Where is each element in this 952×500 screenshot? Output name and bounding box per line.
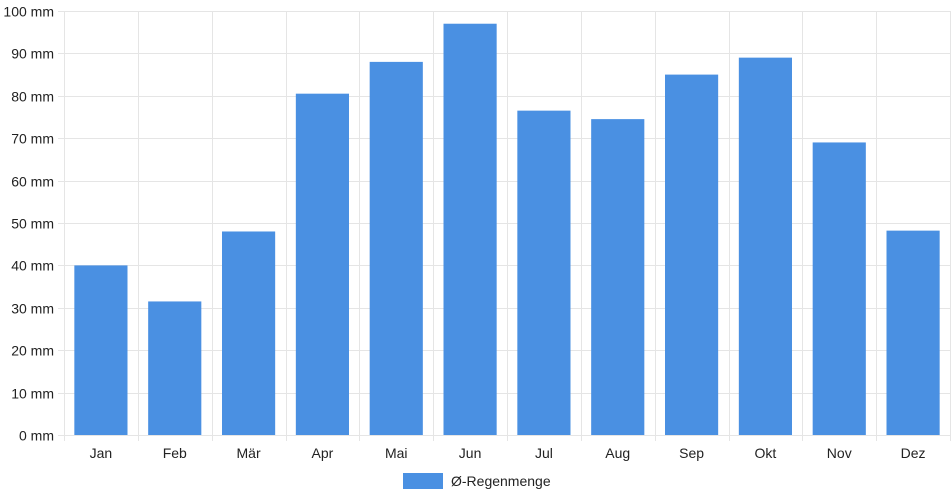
y-tick-label: 70 mm [11, 131, 54, 147]
x-tick-label: Jun [459, 445, 482, 461]
x-tick-label: Mär [237, 445, 261, 461]
y-tick-label: 60 mm [11, 174, 54, 190]
bar [665, 74, 719, 435]
bars [74, 23, 940, 436]
x-tick-label: Sep [679, 445, 704, 461]
x-axis-ticks: Jan Feb Mär Apr Mai Jun Jul Aug Sep Okt Nov Dez [90, 445, 926, 461]
y-tick-label: 0 mm [19, 428, 54, 444]
x-tick-label: Nov [827, 445, 852, 461]
x-tick-label: Aug [605, 445, 630, 461]
bar [591, 119, 645, 436]
legend: Ø-Regenmenge [403, 473, 551, 489]
y-tick-label: 50 mm [11, 216, 54, 232]
bar [517, 110, 571, 435]
bar [812, 142, 866, 435]
x-tick-label: Jan [90, 445, 113, 461]
y-tick-label: 90 mm [11, 46, 54, 62]
y-tick-label: 100 mm [3, 4, 54, 20]
bar [295, 93, 349, 436]
x-tick-label: Okt [755, 445, 777, 461]
bar [369, 61, 423, 435]
y-tick-label: 10 mm [11, 386, 54, 402]
x-tick-label: Jul [535, 445, 553, 461]
bar [74, 265, 128, 435]
y-tick-label: 30 mm [11, 301, 54, 317]
bar [738, 57, 792, 435]
x-tick-label: Dez [901, 445, 926, 461]
y-tick-label: 40 mm [11, 258, 54, 274]
grid [58, 11, 951, 441]
legend-swatch [403, 473, 443, 489]
x-tick-label: Mai [385, 445, 408, 461]
bar [222, 231, 276, 435]
legend-label: Ø-Regenmenge [451, 473, 551, 489]
y-tick-label: 20 mm [11, 343, 54, 359]
x-tick-label: Apr [312, 445, 334, 461]
bar [886, 230, 940, 435]
y-tick-label: 80 mm [11, 89, 54, 105]
bar [148, 301, 202, 435]
bar [443, 23, 497, 435]
y-axis-ticks: 0 mm 10 mm 20 mm 30 mm 40 mm 50 mm 60 mm 70 mm 8… [3, 4, 54, 444]
x-tick-label: Feb [163, 445, 187, 461]
